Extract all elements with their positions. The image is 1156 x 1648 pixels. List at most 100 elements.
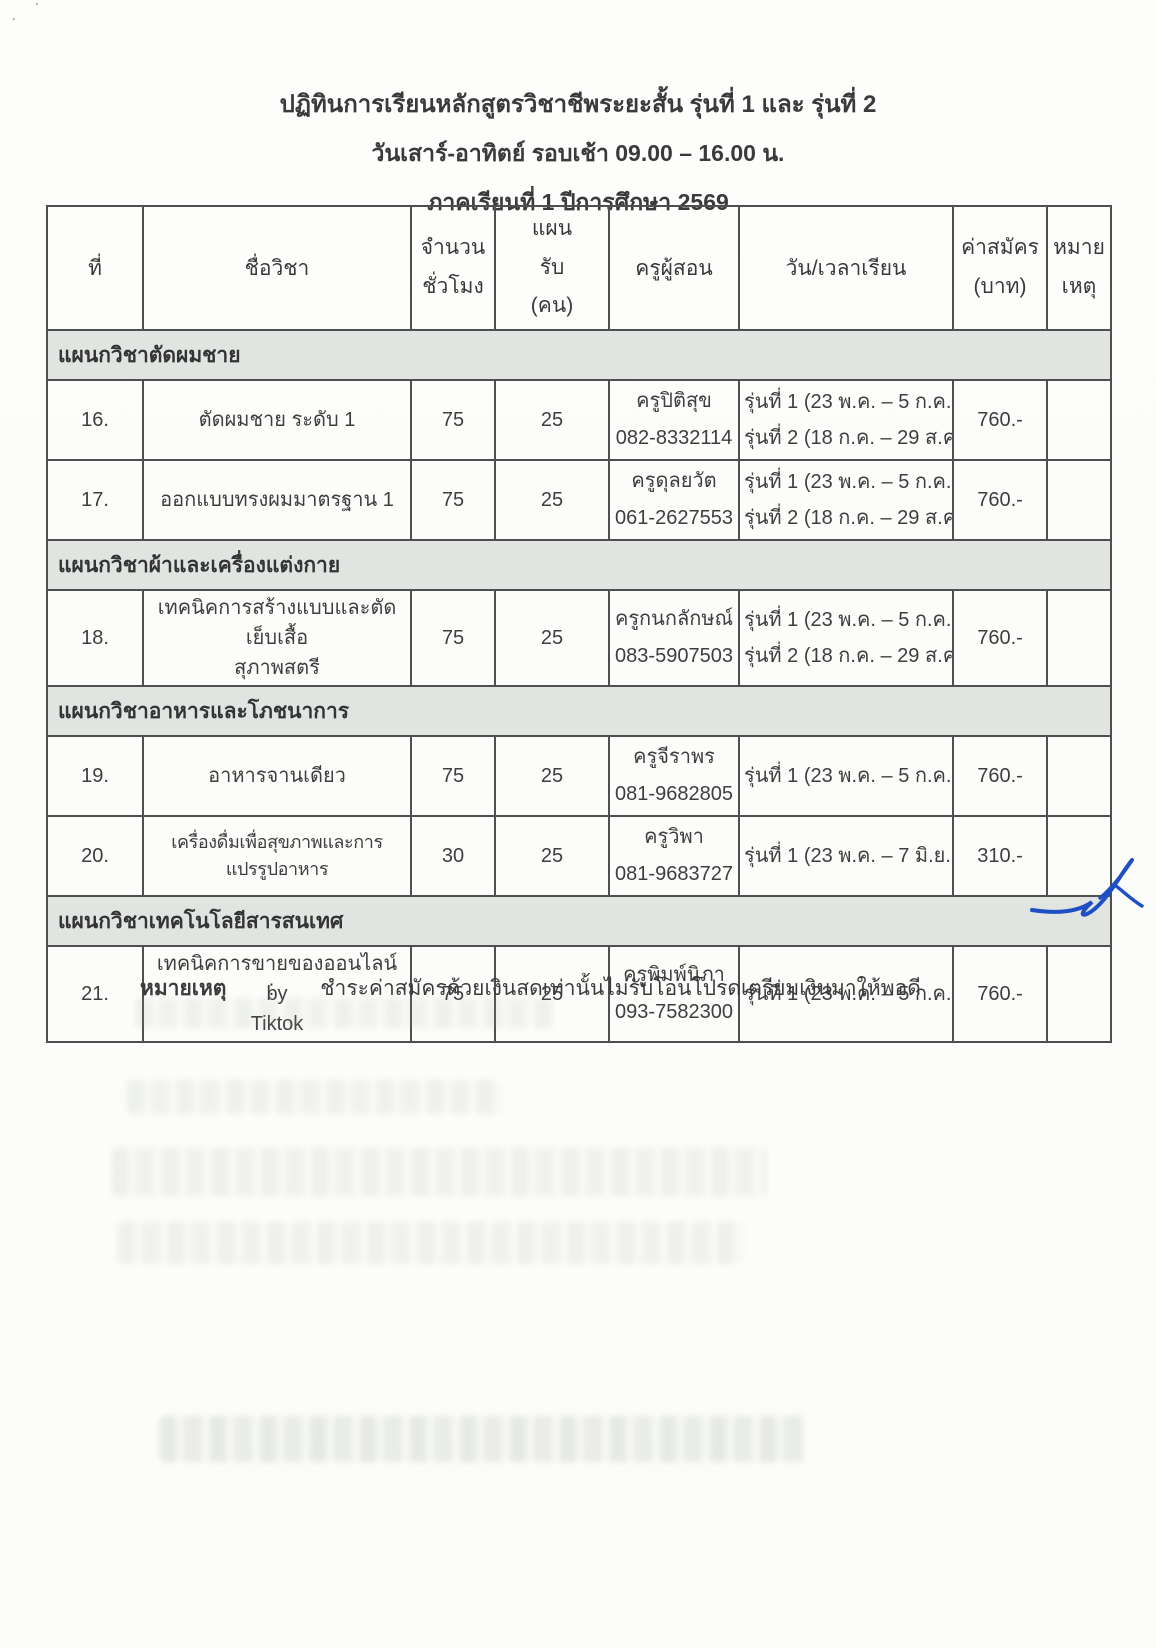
bleed-through-artifact (118, 1222, 743, 1264)
cell-no: 17. (46, 459, 144, 541)
cell-no: 18. (46, 589, 144, 687)
cell-schedule: รุ่นที่ 1 (23 พ.ค. – 5 ก.ค. 69) (738, 945, 954, 1043)
cell-subject: ออกแบบทรงผมมาตรฐาน 1 (142, 459, 412, 541)
cell-capacity: 25 (494, 459, 610, 541)
cell-capacity: 25 (494, 945, 610, 1043)
section-title: แผนกวิชาตัดผมชาย (46, 329, 1112, 381)
document-title-block: ปฏิทินการเรียนหลักสูตรวิชาชีพระยะสั้น รุ… (0, 84, 1156, 221)
table-header-row: ที่ ชื่อวิชา จำนวน ชั่วโมง แผน รับ (คน) … (46, 205, 1112, 331)
cell-teacher: ครูปิติสุข 082-8332114 (608, 379, 740, 461)
cell-remark (1046, 735, 1112, 817)
cell-hours: 75 (410, 459, 496, 541)
subject-line: สุภาพสตรี (234, 657, 320, 679)
cell-remark (1046, 589, 1112, 687)
section-title: แผนกวิชาเทคโนโลยีสารสนเทศ (46, 895, 1112, 947)
teacher-name: ครูกนกลักษณ์ (614, 608, 734, 630)
cell-teacher: ครูจีราพร 081-9682805 (608, 735, 740, 817)
cell-schedule: รุ่นที่ 1 (23 พ.ค. – 5 ก.ค. 69) รุ่นที่ … (738, 459, 954, 541)
subject-line: Tiktok (250, 1013, 304, 1035)
table-row: 18. เทคนิคการสร้างแบบและตัดเย็บเสื้อ สุภ… (46, 589, 1112, 687)
cell-fee: 760.- (952, 459, 1048, 541)
cell-fee: 760.- (952, 379, 1048, 461)
table-row: 17. ออกแบบทรงผมมาตรฐาน 1 75 25 ครูดุลยวั… (46, 459, 1112, 541)
cell-fee: 310.- (952, 815, 1048, 897)
header-fee-line: (บาท) (973, 275, 1027, 298)
schedule-line: รุ่นที่ 1 (23 พ.ค. – 5 ก.ค. 69) (744, 391, 952, 413)
bleed-through-artifact (112, 1148, 767, 1196)
teacher-name: ครูจีราพร (633, 746, 715, 768)
schedule-line: รุ่นที่ 2 (18 ก.ค. – 29 ส.ค. 69) (744, 645, 951, 667)
subject-line: เทคนิคการขายของออนไลน์ by (156, 953, 398, 1005)
document-subtitle-time: วันเสาร์-อาทิตย์ รอบเช้า 09.00 – 16.00 น… (371, 140, 785, 166)
cell-capacity: 25 (494, 589, 610, 687)
cell-remark (1046, 459, 1112, 541)
table-row: 21. เทคนิคการขายของออนไลน์ by Tiktok 75 … (46, 945, 1112, 1043)
schedule-line: รุ่นที่ 1 (23 พ.ค. – 5 ก.ค. 69) (744, 471, 952, 493)
header-hours-line: จำนวน (420, 236, 486, 260)
cell-no: 21. (46, 945, 144, 1043)
teacher-name: ครูวิพา (644, 826, 704, 848)
cell-fee: 760.- (952, 945, 1048, 1043)
cell-subject: เครื่องดื่มเพื่อสุขภาพและการแปรรูปอาหาร (142, 815, 412, 897)
teacher-phone: 083-5907503 (615, 645, 733, 667)
cell-teacher: ครูวิพา 081-9683727 (608, 815, 740, 897)
schedule-line: รุ่นที่ 1 (23 พ.ค. – 7 มิ.ย. 69) (744, 845, 951, 867)
cell-schedule: รุ่นที่ 1 (23 พ.ค. – 7 มิ.ย. 69) (738, 815, 954, 897)
cell-remark (1046, 815, 1112, 897)
cell-capacity: 25 (494, 735, 610, 817)
cell-no: 19. (46, 735, 144, 817)
cell-subject: อาหารจานเดียว (142, 735, 412, 817)
teacher-name: ครูพิมพ์นิภา (623, 964, 725, 986)
bleed-through-artifact (160, 1416, 805, 1462)
bleed-through-artifact (127, 1080, 502, 1114)
cell-fee: 760.- (952, 735, 1048, 817)
cell-hours: 75 (410, 589, 496, 687)
section-title: แผนกวิชาอาหารและโภชนาการ (46, 685, 1112, 737)
cell-schedule: รุ่นที่ 1 (23 พ.ค. – 5 ก.ค. 69) รุ่นที่ … (738, 589, 954, 687)
footnote-text: ชำระค่าสมัครด้วยเงินสดเท่านั้นไม่รับโอนโ… (320, 977, 921, 1000)
teacher-phone: 081-9682805 (615, 783, 733, 805)
header-capacity-line: รับ (539, 255, 565, 279)
cell-hours: 75 (410, 945, 496, 1043)
table-row: 19. อาหารจานเดียว 75 25 ครูจีราพร 081-96… (46, 735, 1112, 817)
teacher-name: ครูปิติสุข (636, 390, 712, 412)
schedule-line: รุ่นที่ 1 (23 พ.ค. – 5 ก.ค. 69) (744, 983, 952, 1005)
header-hours-line: ชั่วโมง (422, 275, 484, 298)
cell-capacity: 25 (494, 379, 610, 461)
footnote-label: หมายเหตุ (140, 977, 227, 1000)
footnote-colon: : (268, 977, 275, 1000)
cell-hours: 75 (410, 379, 496, 461)
cell-remark (1046, 945, 1112, 1043)
header-capacity-line: (คน) (530, 294, 574, 318)
teacher-phone: 061-2627553 (615, 507, 733, 529)
section-row-it: แผนกวิชาเทคโนโลยีสารสนเทศ (46, 895, 1112, 947)
table-row: 16. ตัดผมชาย ระดับ 1 75 25 ครูปิติสุข 08… (46, 379, 1112, 461)
cell-subject: เทคนิคการขายของออนไลน์ by Tiktok (142, 945, 412, 1043)
table-row: 20. เครื่องดื่มเพื่อสุขภาพและการแปรรูปอา… (46, 815, 1112, 897)
document-title: ปฏิทินการเรียนหลักสูตรวิชาชีพระยะสั้น รุ… (279, 91, 877, 118)
schedule-line: รุ่นที่ 1 (23 พ.ค. – 5 ก.ค. 69) (744, 609, 952, 631)
section-row-food: แผนกวิชาอาหารและโภชนาการ (46, 685, 1112, 737)
header-remark: หมาย เหตุ (1046, 205, 1112, 331)
handwritten-signature-icon (1030, 858, 1144, 917)
scan-speck-artifact: ˏ ˊ (9, 0, 50, 22)
header-capacity: แผน รับ (คน) (494, 205, 610, 331)
header-remark-line: หมาย (1053, 236, 1105, 260)
schedule-line: รุ่นที่ 1 (23 พ.ค. – 5 ก.ค. 69) (744, 765, 952, 787)
header-no: ที่ (46, 205, 144, 331)
cell-hours: 30 (410, 815, 496, 897)
section-title: แผนกวิชาผ้าและเครื่องแต่งกาย (46, 539, 1112, 591)
cell-teacher: ครูดุลยวัต 061-2627553 (608, 459, 740, 541)
cell-capacity: 25 (494, 815, 610, 897)
section-row-haircut: แผนกวิชาตัดผมชาย (46, 329, 1112, 381)
teacher-name: ครูดุลยวัต (631, 470, 717, 492)
header-fee-line: ค่าสมัคร (961, 236, 1039, 260)
teacher-phone: 081-9683727 (615, 863, 733, 885)
cell-subject: เทคนิคการสร้างแบบและตัดเย็บเสื้อ สุภาพสต… (142, 589, 412, 687)
header-schedule: วัน/เวลาเรียน (738, 205, 954, 331)
course-schedule-table: ที่ ชื่อวิชา จำนวน ชั่วโมง แผน รับ (คน) … (46, 205, 1112, 1043)
cell-no: 20. (46, 815, 144, 897)
cell-hours: 75 (410, 735, 496, 817)
teacher-phone: 082-8332114 (615, 427, 733, 449)
